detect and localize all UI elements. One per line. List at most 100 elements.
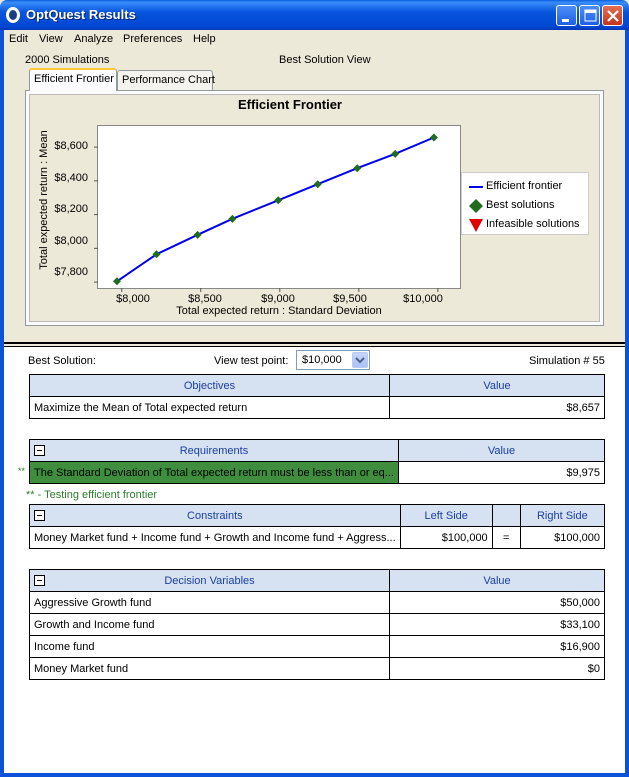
objective-value: $8,657 (389, 396, 605, 419)
objectives-table: Objectives Value Maximize the Mean of To… (29, 374, 605, 419)
chart-title: Efficient Frontier (237, 97, 342, 112)
variable-value: $16,900 (389, 635, 605, 658)
collapse-icon[interactable] (34, 575, 45, 586)
requirement-value: $9,975 (397, 461, 606, 484)
operator-header (491, 504, 521, 527)
line-swatch-icon (469, 186, 483, 188)
menu-analyze[interactable]: Analyze (74, 33, 114, 45)
x-tick-label: $9,000 (261, 293, 295, 305)
variable-value: $0 (389, 657, 605, 680)
legend-label: Best solutions (486, 199, 555, 211)
tab-efficient-frontier[interactable]: Efficient Frontier (29, 68, 117, 91)
dropdown-button[interactable] (352, 352, 368, 368)
left-side-header: Left Side (399, 504, 493, 527)
menu-help[interactable]: Help (193, 33, 216, 45)
table-row[interactable]: Aggressive Growth fund $50,000 (29, 591, 605, 614)
menu-edit[interactable]: Edit (9, 33, 28, 45)
best-solution-label: Best Solution: (28, 355, 96, 367)
table-row[interactable]: Maximize the Mean of Total expected retu… (29, 396, 605, 419)
y-tick-label: $8,200 (54, 203, 88, 215)
y-tick-label: $7,800 (54, 266, 88, 278)
menu-view[interactable]: View (39, 33, 63, 45)
y-tick-label: $8,000 (54, 235, 88, 247)
best-solution-point[interactable] (112, 277, 121, 286)
constraints-header: Constraints (29, 504, 401, 527)
close-button[interactable] (602, 5, 623, 26)
x-axis-label: Total expected return : Standard Deviati… (176, 305, 382, 317)
test-point-value: $10,000 (302, 354, 342, 366)
constraints-table: Constraints Left Side Right Side Money M… (29, 504, 606, 549)
tab-performance-chart[interactable]: Performance Chart (117, 70, 215, 90)
maximize-icon (584, 9, 597, 22)
y-tick-label: $8,400 (54, 172, 88, 184)
chart-area: Efficient Frontier $8,600 $8,400 $8,200 … (29, 94, 600, 322)
window-frame-right (625, 30, 629, 777)
best-solution-point[interactable] (152, 250, 161, 259)
requirement-name: The Standard Deviation of Total expected… (29, 461, 399, 484)
chart-legend: Efficient frontier Best solutions Infeas… (461, 172, 589, 235)
constraint-operator: = (491, 526, 521, 549)
window-frame-left (0, 30, 4, 777)
x-tick-label: $10,000 (403, 293, 443, 305)
constraint-right: $100,000 (519, 526, 606, 549)
table-row[interactable]: Money Market fund $0 (29, 657, 605, 680)
y-tick-label: $8,600 (54, 140, 88, 152)
menu-bar: Edit View Analyze Preferences Help (4, 30, 625, 50)
collapse-icon[interactable] (34, 510, 45, 521)
table-row[interactable]: Income fund $16,900 (29, 635, 605, 658)
constraint-left: $100,000 (399, 526, 493, 549)
collapse-icon[interactable] (34, 445, 45, 456)
decision-variables-header-label: Decision Variables (164, 574, 255, 587)
right-side-header: Right Side (519, 504, 606, 527)
requirements-header: Requirements (29, 439, 399, 462)
chart-svg (94, 133, 439, 292)
constraints-header-label: Constraints (187, 509, 243, 522)
minimize-button[interactable] (556, 5, 577, 26)
x-tick-label: $8,000 (116, 293, 150, 305)
title-bar[interactable]: OptQuest Results (0, 0, 629, 30)
table-row[interactable]: Growth and Income fund $33,100 (29, 613, 605, 636)
view-test-point-label: View test point: (214, 355, 289, 367)
variable-name: Growth and Income fund (29, 613, 390, 636)
variable-value: $50,000 (389, 591, 605, 614)
value-header: Value (389, 569, 605, 592)
variable-name: Money Market fund (29, 657, 390, 680)
maximize-button[interactable] (579, 5, 600, 26)
decision-variables-header: Decision Variables (29, 569, 390, 592)
variable-name: Income fund (29, 635, 390, 658)
best-solution-point[interactable] (274, 196, 283, 205)
window-title: OptQuest Results (26, 7, 136, 22)
minimize-icon (562, 19, 569, 22)
menu-preferences[interactable]: Preferences (123, 33, 183, 45)
legend-label: Infeasible solutions (486, 218, 580, 230)
view-title: Best Solution View (279, 54, 371, 66)
x-tick-label: $8,500 (188, 293, 222, 305)
simulations-count: 2000 Simulations (25, 54, 110, 66)
app-icon (6, 7, 20, 23)
best-solution-point[interactable] (353, 164, 362, 173)
objective-name: Maximize the Mean of Total expected retu… (29, 396, 390, 419)
simulation-number: Simulation # 55 (529, 355, 605, 367)
decision-variables-table: Decision Variables Value Aggressive Grow… (29, 569, 605, 680)
test-point-select[interactable]: $10,000 (296, 350, 370, 370)
window-frame-bottom (0, 773, 629, 777)
objectives-header: Objectives (29, 374, 390, 397)
requirements-table: Requirements Value The Standard Deviatio… (29, 439, 606, 484)
best-solution-point[interactable] (193, 230, 202, 239)
best-solution-point[interactable] (391, 149, 400, 158)
best-solution-point[interactable] (228, 214, 237, 223)
table-row[interactable]: Money Market fund + Income fund + Growth… (29, 526, 606, 549)
pane-splitter[interactable] (4, 342, 625, 347)
requirements-header-label: Requirements (179, 444, 249, 457)
constraint-name: Money Market fund + Income fund + Growth… (29, 526, 401, 549)
table-row[interactable]: The Standard Deviation of Total expected… (29, 461, 606, 484)
efficient-frontier-line (116, 136, 435, 283)
testing-note: ** - Testing efficient frontier (26, 489, 158, 501)
best-solution-point[interactable] (313, 180, 322, 189)
x-tick-label: $9,500 (333, 293, 367, 305)
testing-marker: ** (18, 466, 26, 476)
variable-name: Aggressive Growth fund (29, 591, 390, 614)
triangle-down-icon (469, 219, 483, 232)
best-solution-point[interactable] (429, 133, 438, 142)
value-header: Value (397, 439, 606, 462)
